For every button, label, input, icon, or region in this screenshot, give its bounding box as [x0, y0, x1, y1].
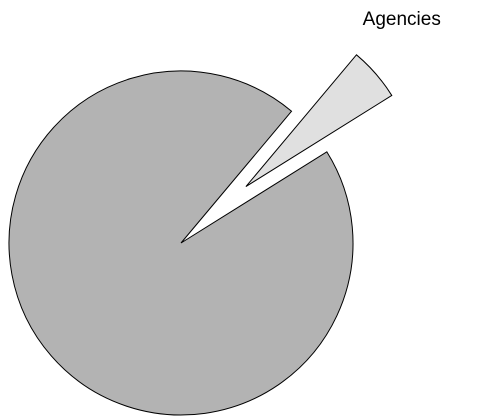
slice-label: Other Agencies [362, 0, 441, 30]
pie-slice [245, 54, 393, 188]
pie-slice [8, 70, 354, 416]
